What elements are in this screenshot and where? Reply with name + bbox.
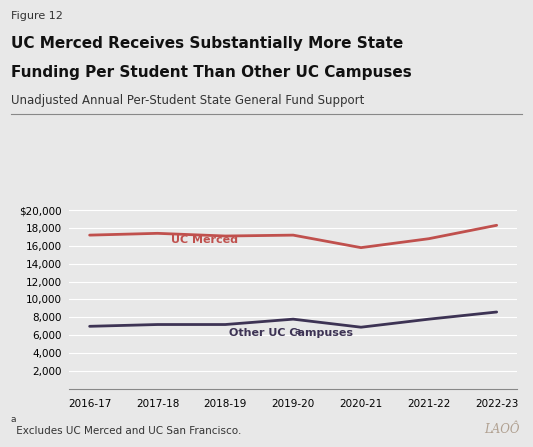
Text: Excludes UC Merced and UC San Francisco.: Excludes UC Merced and UC San Francisco. (13, 426, 241, 435)
Text: UC Merced: UC Merced (171, 235, 238, 245)
Text: Figure 12: Figure 12 (11, 11, 62, 21)
Text: Funding Per Student Than Other UC Campuses: Funding Per Student Than Other UC Campus… (11, 65, 411, 80)
Text: UC Merced Receives Substantially More State: UC Merced Receives Substantially More St… (11, 36, 403, 51)
Text: Other UC Campuses: Other UC Campuses (229, 328, 353, 337)
Text: Unadjusted Annual Per-Student State General Fund Support: Unadjusted Annual Per-Student State Gene… (11, 94, 364, 107)
Text: LAOÔ: LAOÔ (484, 423, 520, 436)
Text: a: a (295, 327, 301, 336)
Text: a: a (11, 415, 16, 424)
